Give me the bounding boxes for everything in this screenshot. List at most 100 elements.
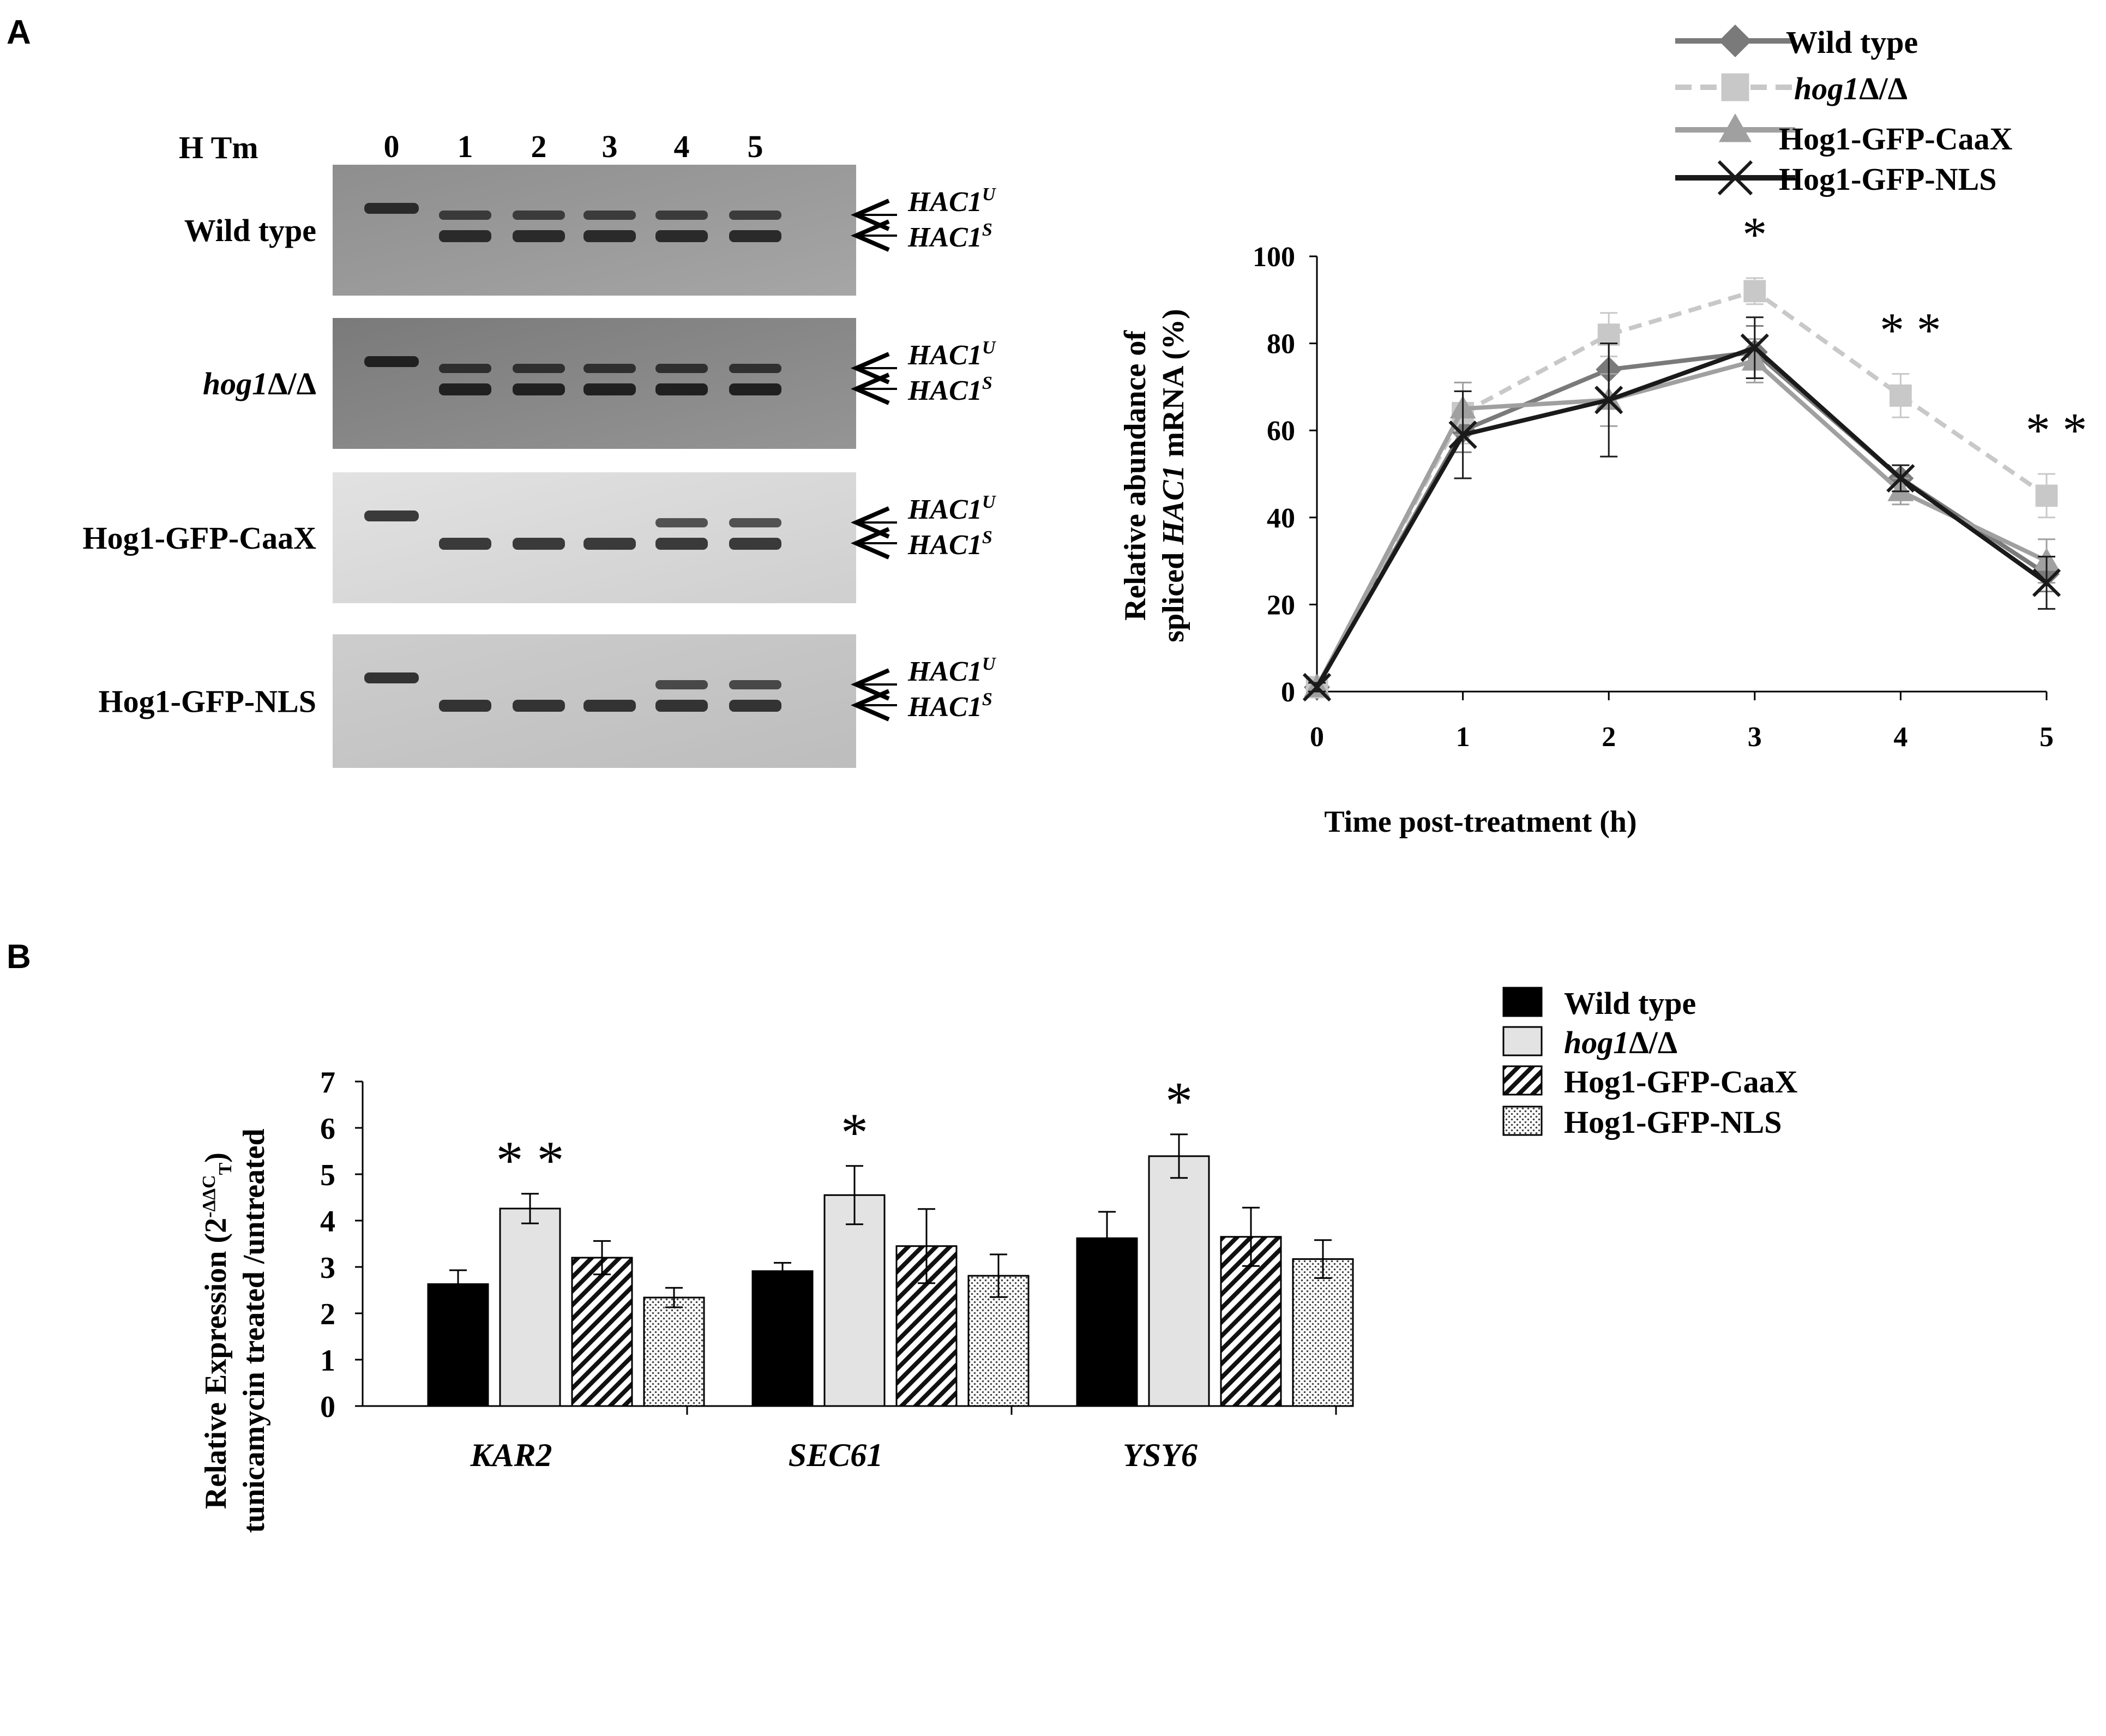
- gel-band-label-sup: U: [982, 338, 997, 358]
- line-legend-label: hog1Δ/Δ: [1794, 71, 1908, 106]
- bar-chart-y-tick-label: 0: [320, 1390, 335, 1424]
- panel-b-label: B: [7, 938, 31, 976]
- gel-band-spliced: [729, 538, 781, 550]
- gel-band-spliced: [655, 538, 708, 550]
- gel-band-unspliced: [729, 680, 781, 689]
- gel-band-label-sup: S: [982, 373, 992, 393]
- gel-band-label-text: HAC1: [907, 494, 982, 525]
- bar-legend-item: hog1Δ/Δ: [1502, 1025, 1677, 1060]
- bar-chart-bars: [427, 1133, 1354, 1407]
- bar: [1076, 1237, 1138, 1407]
- bar-legend-label: hog1Δ/Δ: [1564, 1025, 1677, 1060]
- gel-lane-label-4: 4: [674, 129, 690, 164]
- triangle-marker: [1719, 113, 1752, 142]
- bar-chart-category-label: YSY6: [1123, 1437, 1198, 1473]
- x-marker-stroke: [1740, 333, 1769, 362]
- gel-band-label-text: HAC1: [907, 187, 982, 218]
- line-legend-item: Hog1-GFP-NLS: [1675, 160, 1997, 197]
- bar-legend-swatch: [1502, 1026, 1543, 1056]
- gel-band-unspliced: [729, 364, 781, 373]
- line-chart-x-tick-label: 3: [1748, 722, 1762, 753]
- gel-band-spliced: [583, 383, 636, 395]
- line-chart-y-tick-label: 0: [1281, 677, 1295, 708]
- gel-band-spliced: [655, 383, 708, 395]
- bar-nls-ysy6: [1292, 1239, 1354, 1407]
- line-chart-annotations: * * * * *: [1742, 208, 2087, 458]
- gel-band-spliced: [439, 383, 491, 395]
- gel-band-label-unspliced: HAC1U: [907, 654, 997, 687]
- gel-band-label-text: HAC1: [907, 340, 982, 371]
- bar-chart-y-tick-label: 1: [320, 1344, 335, 1378]
- bar-hog1-sec61: [823, 1165, 886, 1407]
- bar-legend-item: Wild type: [1502, 986, 1696, 1021]
- bar-chart: 0 1 2 3 4 5 6 7 KAR2 SEC61 YSY6 Relative Expressi…: [199, 986, 1798, 1533]
- gel-band-label-sup: U: [982, 654, 997, 674]
- line-chart-x-tick-label: 4: [1893, 722, 1908, 753]
- x-marker: [1717, 160, 1753, 196]
- line-chart-axes: [1316, 256, 2047, 693]
- gel-band-label-sup: U: [982, 184, 997, 205]
- gel-band-unspliced: [655, 680, 708, 689]
- gel-band-unspliced: [513, 211, 565, 220]
- bar-chart-category-label: KAR2: [470, 1437, 552, 1473]
- gel-band-label-unspliced: HAC1U: [907, 338, 997, 371]
- bar: [499, 1208, 561, 1407]
- bar-chart-y-label-post: ): [199, 1152, 233, 1163]
- bar-chart-y-tick-label: 6: [320, 1112, 335, 1146]
- bar-hog1-ysy6: [1148, 1133, 1210, 1407]
- line-series-path: [1315, 345, 2048, 689]
- gel-band-label-sup: U: [982, 492, 997, 512]
- line-legend-item: Wild type: [1675, 25, 1918, 60]
- line-chart-series: [1302, 277, 2061, 702]
- bar-legend-swatch: [1502, 987, 1543, 1017]
- bar-wild-type-sec61: [751, 1262, 814, 1407]
- bar: [571, 1257, 633, 1407]
- bar-chart-category-label: SEC61: [789, 1437, 883, 1473]
- bar-chart-y-label-sup: -ΔΔC: [199, 1175, 219, 1218]
- gel-band-spliced: [583, 230, 636, 242]
- bar-legend-item: Hog1-GFP-CaaX: [1502, 1064, 1798, 1100]
- gel-band-spliced: [729, 383, 781, 395]
- gel-band-label-spliced: HAC1S: [907, 527, 992, 561]
- x-marker-stroke: [1448, 421, 1477, 449]
- bar-chart-y-label-line2: tunicamycin treated /untreated: [237, 1128, 271, 1533]
- bar-chart-x-ticks: KAR2 SEC61 YSY6: [470, 1406, 1337, 1473]
- gel-band-label-unspliced: HAC1U: [907, 492, 997, 525]
- bar-legend-swatch: [1502, 1065, 1543, 1096]
- gel-band-label-text: HAC1: [907, 375, 982, 406]
- line-chart: 0 20 40 60 80 100 0 1 2 3 4 5 Time post-treatment …: [1118, 25, 2087, 839]
- square-marker: [2035, 484, 2058, 507]
- x-marker: [1594, 386, 1623, 415]
- gel-lane-label-3: 3: [602, 129, 618, 164]
- square-marker: [1721, 73, 1749, 101]
- line-series-3: [1302, 316, 2061, 702]
- line-chart-x-tick-label: 5: [2039, 722, 2054, 753]
- panel-a-label: A: [7, 14, 31, 51]
- gel-band-spliced: [513, 700, 565, 712]
- bar-chart-significance-mark: *: [1165, 1071, 1193, 1131]
- bar: [751, 1270, 814, 1407]
- gel-band-label-text: HAC1: [907, 530, 982, 561]
- line-chart-x-ticks: 0 1 2 3 4 5: [1310, 692, 2054, 753]
- gel-band-label-spliced: HAC1S: [907, 689, 992, 723]
- line-legend-item: hog1Δ/Δ: [1675, 71, 1908, 106]
- bar: [643, 1296, 705, 1407]
- gel-band-spliced: [439, 230, 491, 242]
- gel-band-unspliced: [583, 364, 636, 373]
- line-chart-y-label-italic: HAC1: [1157, 465, 1190, 545]
- gel-band-label-text: HAC1: [907, 656, 982, 687]
- line-chart-significance-mark: *: [1742, 208, 1767, 262]
- line-chart-y-tick-label: 80: [1267, 329, 1295, 360]
- bar-legend-label: Hog1-GFP-CaaX: [1564, 1064, 1798, 1100]
- x-marker-stroke: [1717, 160, 1753, 196]
- x-marker: [1740, 333, 1769, 362]
- bar: [823, 1194, 886, 1407]
- bar: [1292, 1258, 1354, 1407]
- line-series-1: [1305, 277, 2058, 699]
- bar-legend-swatch: [1502, 1106, 1543, 1136]
- gel-band-spliced: [729, 700, 781, 712]
- line-legend-label: Hog1-GFP-NLS: [1779, 161, 1997, 197]
- line-chart-y-axis-label: Relative abundance of spliced HAC1 mRNA …: [1118, 309, 1190, 642]
